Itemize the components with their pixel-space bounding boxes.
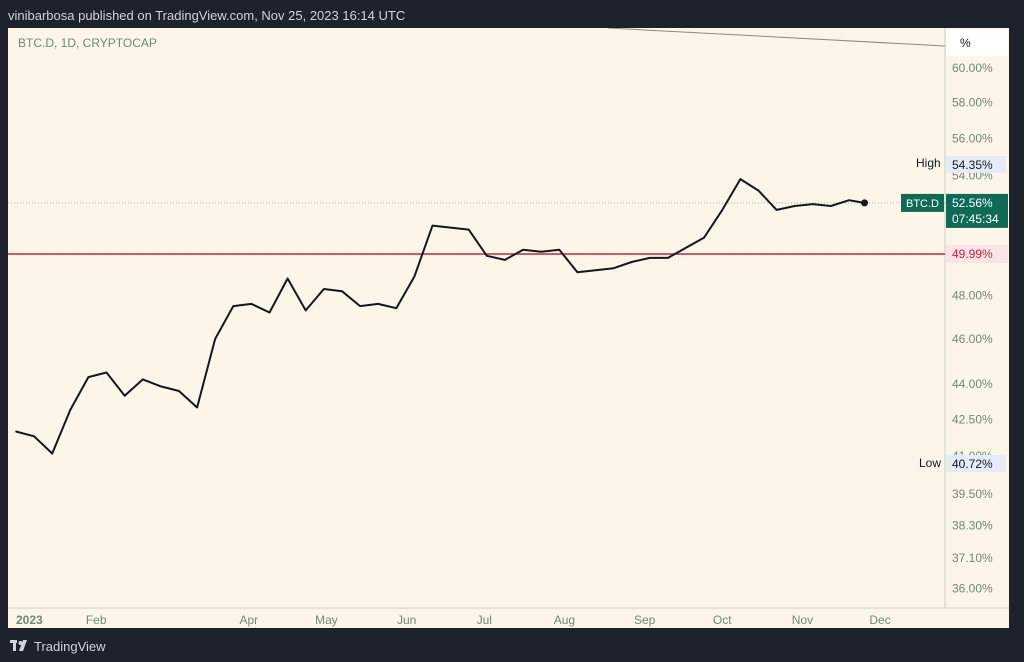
data-point	[848, 199, 850, 201]
data-point	[667, 257, 669, 259]
data-point	[196, 406, 198, 409]
data-point	[377, 303, 379, 305]
time-tick-label: Dec	[869, 613, 890, 627]
price-tick-label: 36.00%	[952, 582, 993, 596]
data-point	[594, 269, 597, 272]
data-point	[141, 378, 144, 381]
time-tick-label: Apr	[239, 613, 258, 627]
last-point-marker	[861, 199, 869, 207]
data-point	[51, 452, 54, 455]
data-point	[232, 305, 235, 307]
trend-line	[607, 28, 946, 47]
data-point	[33, 435, 35, 438]
data-point	[558, 248, 561, 251]
data-point	[69, 409, 72, 411]
footer: TradingView	[0, 628, 1024, 662]
chart-area[interactable]: BTC.D, 1D, CRYPTOCAP% 60.00% 58.00% 56.00%…	[8, 28, 1009, 628]
data-point	[467, 228, 470, 231]
data-point	[323, 288, 325, 290]
time-tick-label: Feb	[86, 613, 107, 627]
data-point	[214, 337, 216, 340]
publish-header: vinibarbosa published on TradingView.com…	[0, 0, 1024, 28]
data-point	[612, 267, 615, 269]
data-point	[721, 209, 724, 211]
data-point	[413, 275, 416, 278]
data-point	[359, 305, 361, 307]
data-point	[739, 178, 742, 180]
data-point	[793, 205, 796, 207]
low-badge	[946, 455, 1006, 472]
publish-info: vinibarbosa published on TradingView.com…	[8, 8, 406, 23]
data-point	[395, 307, 398, 310]
low-label: Low	[919, 456, 941, 470]
data-point	[775, 209, 778, 211]
high-value: 54.35%	[952, 158, 993, 172]
data-point	[160, 385, 162, 388]
data-point	[630, 261, 633, 263]
data-point	[703, 236, 705, 239]
symbol-badge	[901, 193, 944, 212]
data-point	[105, 371, 108, 374]
data-point	[449, 226, 452, 229]
price-tick-label: 38.30%	[952, 518, 993, 532]
data-point	[87, 376, 90, 378]
data-point	[341, 290, 343, 292]
data-point	[504, 259, 506, 261]
bar-countdown: 07:45:34	[952, 212, 999, 226]
data-point	[123, 394, 126, 397]
data-point	[268, 311, 271, 314]
hline-badge	[946, 244, 1008, 263]
btc-dominance-line	[15, 178, 865, 455]
price-tick-label: 58.00%	[952, 96, 993, 110]
price-tick-label: 37.10%	[952, 551, 993, 565]
data-point	[685, 246, 687, 249]
time-tick-label: Sep	[634, 613, 656, 627]
time-tick-label: Jul	[477, 613, 492, 627]
last-value-badge	[946, 193, 1008, 228]
price-tick-label: 60.00%	[952, 61, 993, 75]
price-tick-label: 42.50%	[952, 412, 993, 426]
time-tick-label: Jun	[397, 613, 416, 627]
high-badge	[946, 155, 1006, 173]
low-value: 40.72%	[952, 457, 993, 471]
price-tick-label: 44.00%	[952, 377, 993, 391]
price-tick-label: 46.00%	[952, 332, 993, 346]
time-tick-label: Aug	[554, 613, 575, 627]
data-point	[304, 309, 307, 312]
symbol-label: BTC.D, 1D, CRYPTOCAP	[18, 36, 157, 50]
data-point	[15, 430, 17, 433]
data-point	[576, 271, 579, 274]
data-point	[757, 189, 760, 192]
price-tick-label: 39.50%	[952, 487, 993, 501]
price-tick-label: 56.00%	[952, 131, 993, 145]
data-point	[178, 390, 180, 392]
time-tick-label: May	[315, 613, 338, 627]
data-point	[649, 257, 651, 259]
data-point	[522, 248, 524, 251]
data-point	[486, 255, 488, 257]
data-point	[431, 224, 434, 227]
data-point	[830, 205, 832, 207]
time-tick-label: Nov	[792, 613, 813, 627]
data-point	[811, 203, 814, 205]
high-label: High	[916, 156, 941, 170]
btc-dominance-chart[interactable]: BTC.D, 1D, CRYPTOCAP% 60.00% 58.00% 56.00%…	[8, 28, 1009, 628]
unit-label: %	[960, 36, 971, 50]
data-point	[286, 277, 289, 280]
tradingview-logo-icon[interactable]	[10, 640, 30, 652]
brand-name[interactable]: TradingView	[34, 639, 106, 654]
hline-value: 49.99%	[952, 247, 993, 261]
data-point	[540, 250, 542, 253]
time-tick-label: 2023	[16, 613, 43, 627]
unit-box	[946, 30, 1008, 56]
symbol-badge-label: BTC.D	[906, 198, 939, 210]
time-tick-label: Oct	[713, 613, 732, 627]
data-point	[250, 303, 253, 305]
last-value: 52.56%	[952, 196, 993, 210]
price-tick-label: 48.00%	[952, 288, 993, 302]
